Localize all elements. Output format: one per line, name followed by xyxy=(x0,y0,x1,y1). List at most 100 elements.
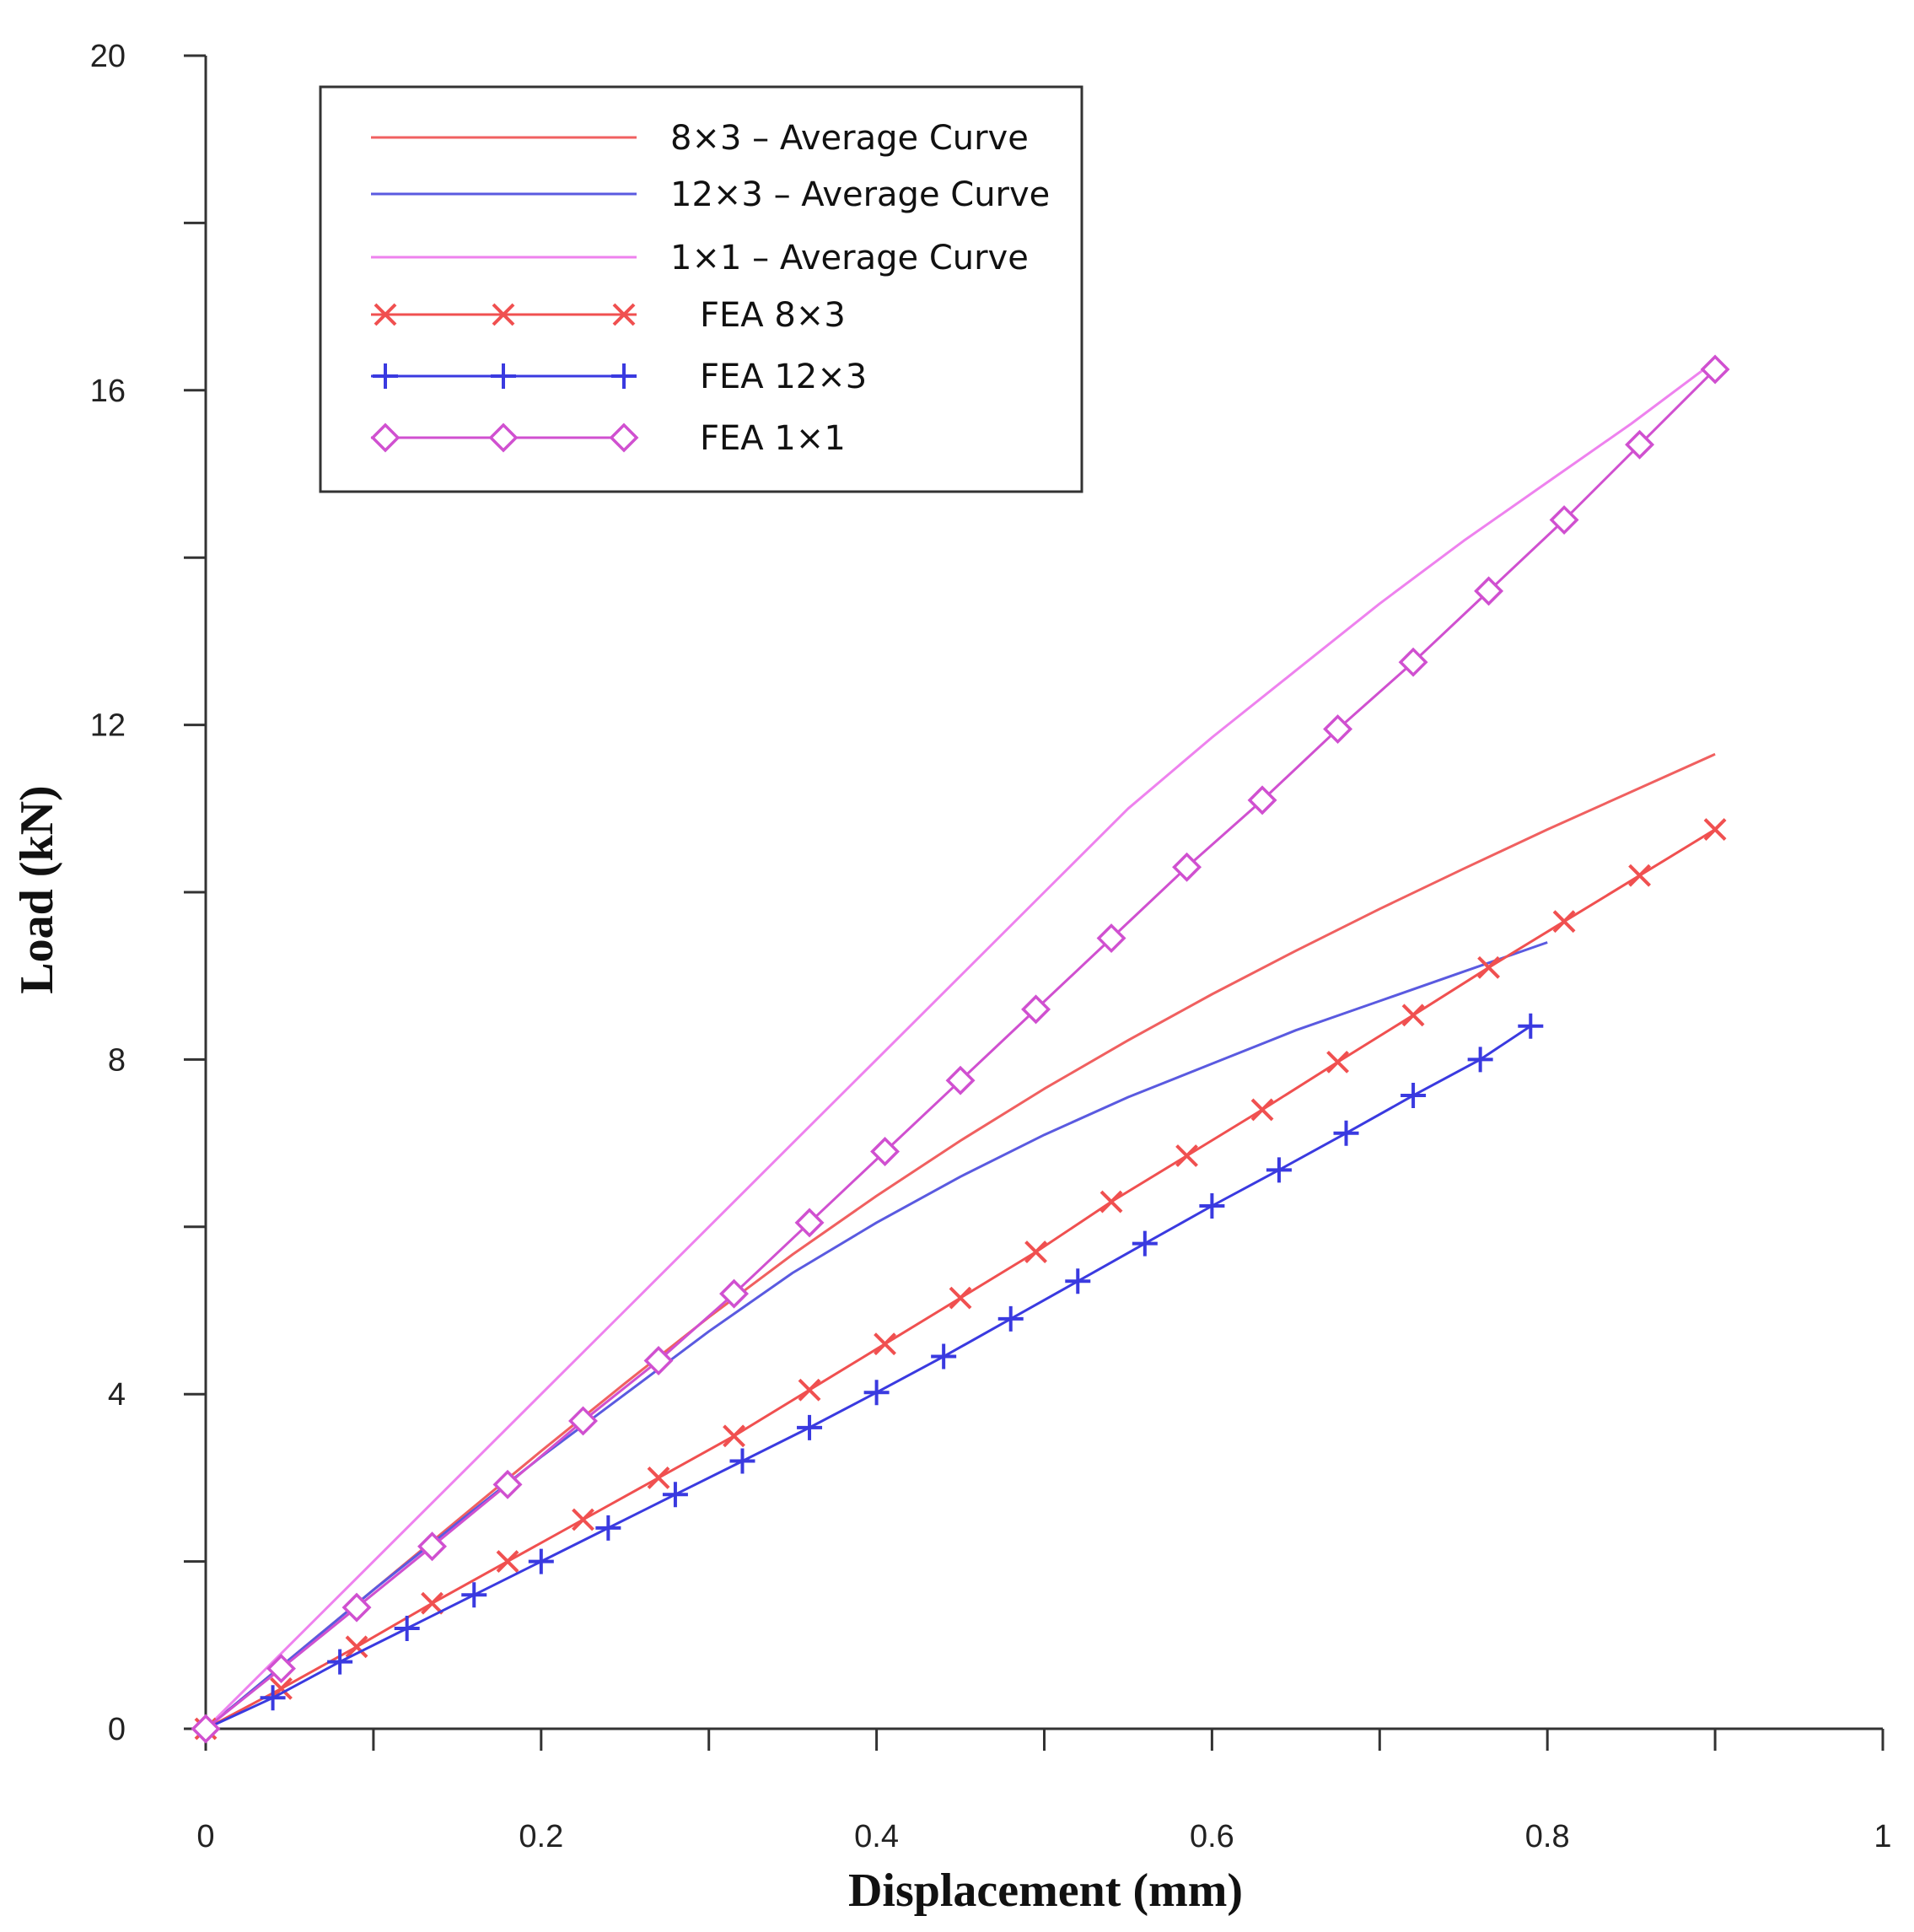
legend-item: 1×1 – Average Curve xyxy=(371,239,1029,277)
series-line xyxy=(204,359,1716,1730)
data-point-marker xyxy=(874,1332,896,1356)
data-point-marker xyxy=(1021,994,1051,1025)
data-point-marker xyxy=(1333,1120,1359,1146)
data-point-marker xyxy=(1401,1083,1427,1109)
legend-marker xyxy=(488,422,519,453)
legend-marker xyxy=(609,422,639,453)
data-point-marker xyxy=(647,1466,670,1489)
data-point-marker xyxy=(797,1414,823,1440)
data-point-marker xyxy=(394,1615,420,1641)
data-point-marker xyxy=(1024,1240,1047,1263)
x-tick-label: 0 xyxy=(196,1819,214,1854)
data-point-marker xyxy=(945,1065,976,1095)
data-point-marker xyxy=(1266,1157,1292,1183)
data-point-marker xyxy=(1467,1047,1493,1073)
x-tick-label: 0.4 xyxy=(854,1819,899,1854)
x-tick-label: 1 xyxy=(1874,1819,1891,1854)
data-point-marker xyxy=(1703,818,1727,842)
legend-label: FEA 8×3 xyxy=(700,296,846,335)
data-point-marker xyxy=(1398,647,1428,677)
legend-item: 8×3 – Average Curve xyxy=(371,119,1029,158)
legend-marker xyxy=(492,303,515,326)
x-tick-label: 0.6 xyxy=(1190,1819,1234,1854)
legend-marker xyxy=(370,422,401,453)
data-point-marker xyxy=(662,1482,688,1508)
data-point-marker xyxy=(461,1582,487,1608)
legend-item: FEA 1×1 xyxy=(370,419,846,458)
data-point-marker xyxy=(1518,1013,1544,1039)
data-point-marker xyxy=(794,1208,825,1238)
y-tick-label: 4 xyxy=(108,1377,126,1413)
data-point-marker xyxy=(1625,429,1655,460)
data-point-marker xyxy=(729,1448,755,1474)
y-tick-label: 8 xyxy=(108,1042,126,1078)
data-point-marker xyxy=(1700,354,1730,385)
data-point-marker xyxy=(798,1378,821,1402)
legend-marker xyxy=(374,303,397,326)
legend-marker xyxy=(611,363,637,389)
data-point-marker xyxy=(1175,1144,1198,1167)
data-point-marker xyxy=(1132,1230,1158,1257)
data-point-marker xyxy=(417,1531,447,1562)
data-point-marker xyxy=(1401,1004,1425,1027)
legend: 8×3 – Average Curve 12×3 – Average Curve 1… xyxy=(319,85,1083,493)
data-point-marker xyxy=(1549,505,1579,535)
series-2 xyxy=(204,359,1716,1730)
legend-item: FEA 8×3 xyxy=(371,296,846,335)
axes: 0 4 8 12 16 20 0 0.2 0.4 0.6 0.8 1 xyxy=(90,39,1892,1854)
data-point-marker xyxy=(1552,910,1576,934)
data-point-marker xyxy=(1099,1190,1123,1214)
data-point-marker xyxy=(421,1591,444,1615)
data-point-marker xyxy=(260,1685,286,1711)
data-point-marker xyxy=(568,1406,598,1436)
data-point-marker xyxy=(345,1635,368,1659)
data-point-marker xyxy=(572,1508,594,1531)
data-point-marker xyxy=(327,1649,353,1675)
legend-item: FEA 12×3 xyxy=(371,358,867,396)
data-point-marker xyxy=(643,1346,674,1375)
legend-item: 12×3 – Average Curve xyxy=(371,175,1050,214)
legend-marker xyxy=(612,303,636,326)
y-tick-label: 16 xyxy=(90,374,126,409)
data-point-marker xyxy=(492,1469,523,1499)
data-point-marker xyxy=(723,1424,745,1448)
legend-box xyxy=(319,85,1083,493)
data-point-marker xyxy=(595,1515,621,1541)
data-point-marker xyxy=(863,1380,890,1406)
data-point-marker xyxy=(1474,576,1504,606)
series-line xyxy=(205,752,1716,1730)
series-3 xyxy=(194,818,1727,1741)
legend-label: FEA 1×1 xyxy=(700,419,846,458)
data-point-marker xyxy=(1247,785,1277,815)
data-point-marker xyxy=(1096,923,1126,954)
data-point-marker xyxy=(496,1550,519,1574)
data-point-marker xyxy=(1250,1098,1274,1122)
legend-label: 12×3 – Average Curve xyxy=(670,175,1050,214)
data-point-marker xyxy=(1199,1193,1225,1219)
data-point-marker xyxy=(191,1714,221,1744)
series-layer xyxy=(191,354,1730,1744)
legend-marker xyxy=(373,363,398,389)
data-point-marker xyxy=(719,1278,750,1309)
series-0 xyxy=(205,752,1716,1730)
y-tick-label: 0 xyxy=(108,1712,126,1747)
data-point-marker xyxy=(1323,714,1353,745)
data-point-marker xyxy=(931,1343,957,1370)
legend-label: 8×3 – Average Curve xyxy=(670,119,1029,158)
legend-label: FEA 12×3 xyxy=(700,358,867,396)
x-tick-label: 0.2 xyxy=(519,1819,563,1854)
data-point-marker xyxy=(1172,852,1202,882)
y-axis-title: Load (kN) xyxy=(11,785,63,993)
data-point-marker xyxy=(266,1654,296,1684)
data-point-marker xyxy=(341,1592,372,1623)
data-point-marker xyxy=(528,1548,554,1574)
y-tick-label: 12 xyxy=(90,708,126,744)
legend-label: 1×1 – Average Curve xyxy=(670,239,1029,277)
series-4 xyxy=(193,1013,1544,1741)
data-point-marker xyxy=(1477,955,1500,979)
x-tick-label: 0.8 xyxy=(1525,1819,1570,1854)
legend-marker xyxy=(491,363,516,389)
x-axis-title: Displacement (mm) xyxy=(848,1865,1243,1917)
data-point-marker xyxy=(1326,1050,1349,1074)
